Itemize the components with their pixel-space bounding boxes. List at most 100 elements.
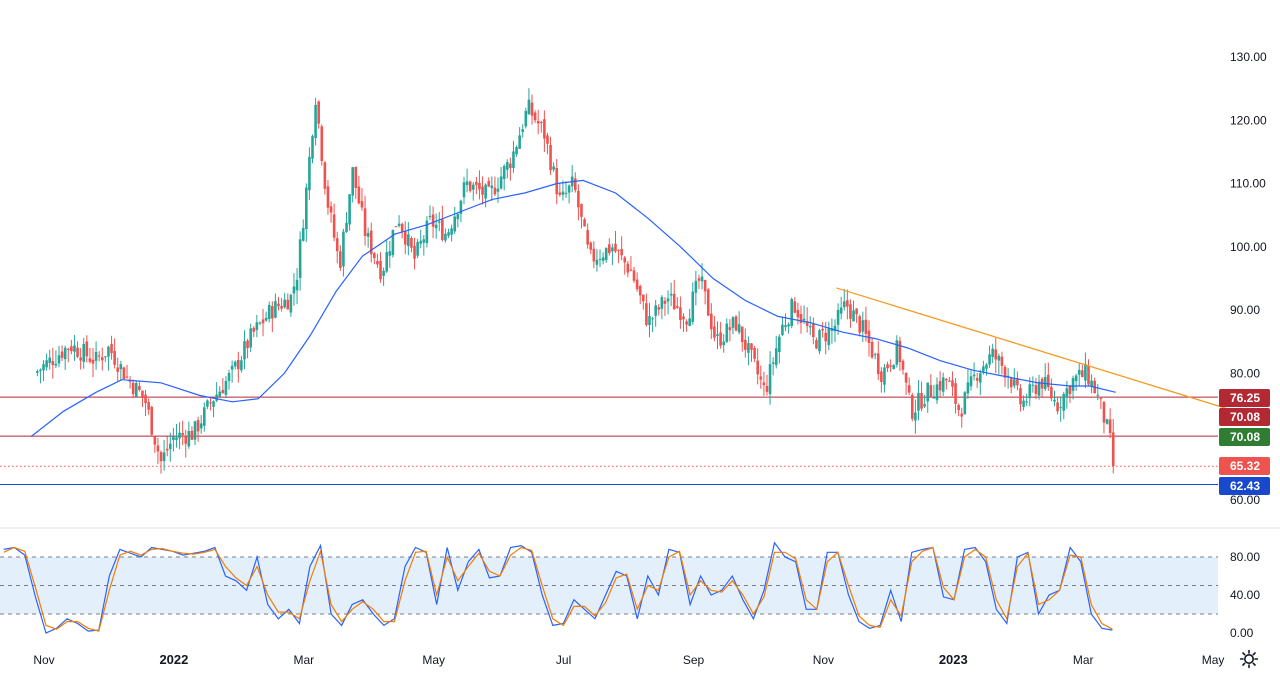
candle — [753, 346, 756, 363]
candle — [747, 336, 750, 366]
candle — [914, 399, 917, 434]
candle — [1031, 376, 1035, 393]
candle — [812, 317, 815, 345]
candle — [323, 160, 327, 195]
stochastic-line[interactable] — [3, 546, 1113, 632]
price-tick-label: 80.00 — [1230, 366, 1260, 380]
candle — [196, 416, 200, 442]
candle — [138, 380, 141, 392]
candle — [425, 216, 429, 248]
candle — [768, 351, 772, 405]
price-level-badge[interactable]: 70.08 — [1219, 428, 1270, 446]
candle — [434, 213, 438, 239]
candle — [759, 365, 763, 389]
candle — [929, 374, 933, 398]
candle — [437, 212, 441, 232]
price-level-badge[interactable]: 76.25 — [1219, 389, 1270, 407]
candle — [57, 345, 61, 368]
candle — [416, 238, 419, 259]
candle — [623, 256, 627, 275]
candle — [141, 390, 144, 408]
candle — [224, 376, 228, 399]
candle — [771, 357, 775, 376]
candle — [487, 177, 491, 188]
candle — [193, 420, 197, 446]
candle — [357, 175, 361, 205]
candle — [107, 345, 110, 371]
candle — [710, 303, 713, 339]
candle — [258, 321, 262, 326]
candle — [679, 296, 682, 329]
candle — [410, 236, 413, 253]
candle — [252, 326, 256, 338]
candle — [237, 351, 240, 383]
candle — [601, 252, 605, 265]
candle — [165, 436, 169, 457]
candle — [558, 182, 562, 197]
candle — [774, 335, 778, 369]
moving-average-line[interactable] — [30, 179, 1116, 438]
candle — [978, 369, 982, 396]
stochastic-scale[interactable]: 80.00 40.00 0.00 — [1230, 550, 1260, 640]
time-tick-label: May — [1202, 653, 1225, 667]
time-axis[interactable]: Nov 2022 Mar May Jul Sep Nov 2023 Mar May — [33, 652, 1224, 667]
candle — [63, 345, 67, 370]
chart-settings-button[interactable] — [1239, 649, 1259, 669]
price-scale[interactable]: 130.00120.00110.00100.0090.0080.0070.006… — [1219, 50, 1270, 507]
candle — [39, 368, 42, 384]
candle — [991, 343, 994, 364]
candle — [502, 164, 506, 191]
price-pane[interactable] — [0, 88, 1280, 529]
candle — [311, 134, 314, 164]
price-level-badge[interactable]: 62.43 — [1219, 477, 1270, 495]
candle — [691, 282, 695, 325]
candle — [60, 345, 64, 362]
time-tick-label: 2022 — [159, 652, 188, 667]
candle — [614, 231, 617, 254]
candle — [833, 319, 837, 343]
candle — [1062, 391, 1066, 420]
candle — [233, 360, 237, 370]
candle — [475, 176, 478, 195]
candle — [793, 296, 797, 314]
candle — [524, 107, 528, 129]
candle — [308, 147, 311, 201]
candle — [972, 362, 976, 381]
price-tick-label: 60.00 — [1230, 493, 1260, 507]
candle — [960, 407, 964, 428]
candle — [113, 338, 116, 369]
candle — [403, 221, 407, 255]
candle — [400, 222, 404, 239]
candle — [713, 315, 716, 342]
candle — [342, 228, 345, 277]
candle — [373, 251, 376, 265]
candle — [363, 195, 367, 246]
candle — [441, 205, 444, 242]
candle — [298, 231, 302, 291]
price-level-badge[interactable]: 70.08 — [1219, 408, 1270, 426]
candle — [697, 274, 701, 289]
candle — [326, 179, 330, 215]
candle — [116, 357, 120, 382]
candle — [1071, 375, 1075, 400]
candle — [530, 94, 534, 125]
candle — [744, 328, 747, 358]
candle — [731, 316, 735, 335]
candle — [923, 394, 926, 409]
candle — [858, 314, 862, 337]
candle — [988, 345, 991, 368]
candle — [607, 238, 611, 256]
candle — [907, 377, 911, 396]
candle — [666, 290, 670, 315]
candle — [994, 338, 998, 374]
stochastic-pane[interactable] — [0, 541, 1218, 634]
candle — [805, 307, 809, 333]
candle — [493, 176, 497, 197]
candle — [948, 377, 951, 382]
candle — [648, 302, 651, 338]
candle — [261, 308, 265, 337]
candle — [172, 427, 175, 452]
price-level-badge[interactable]: 65.32 — [1219, 457, 1270, 475]
trendline[interactable] — [836, 287, 1253, 417]
candle — [91, 347, 95, 378]
